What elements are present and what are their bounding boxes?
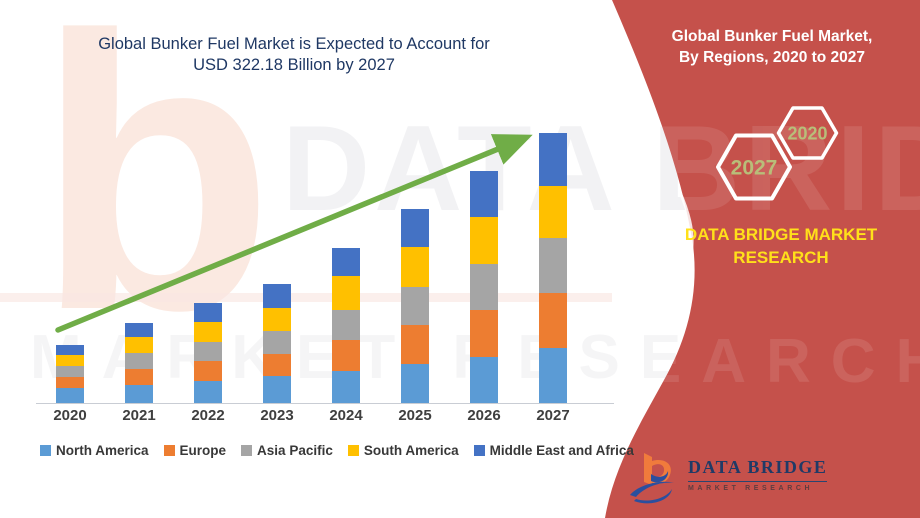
bar-2026-segment-north-america bbox=[470, 357, 498, 403]
panel-header-line2: By Regions, 2020 to 2027 bbox=[678, 49, 866, 66]
bar-2021-segment-europe bbox=[125, 368, 153, 385]
bar-2023-segment-north-america bbox=[263, 376, 291, 403]
bar-2025-segment-europe bbox=[401, 325, 429, 364]
bar-2025-segment-south-america bbox=[401, 246, 429, 288]
bar-2027-segment-north-america bbox=[539, 347, 567, 403]
bar-2026-segment-asia-pacific bbox=[470, 264, 498, 311]
legend-swatch-south-america bbox=[347, 445, 359, 456]
bar-2020-segment-middle-east-and-africa bbox=[56, 344, 84, 356]
chart-title-line1: Global Bunker Fuel Market is Expected to… bbox=[98, 35, 490, 53]
bar-2023-segment-europe bbox=[263, 353, 291, 377]
bar-2025-segment-middle-east-and-africa bbox=[401, 209, 429, 247]
bar-2024-segment-middle-east-and-africa bbox=[332, 248, 360, 277]
bar-2022-segment-south-america bbox=[194, 322, 222, 343]
chart-title: Global Bunker Fuel Market is Expected to… bbox=[58, 34, 530, 76]
legend-item-europe: Europe bbox=[163, 443, 227, 458]
bar-2020-segment-north-america bbox=[56, 388, 84, 403]
x-axis-line bbox=[36, 403, 614, 404]
data-bridge-logo: DATA BRIDGE MARKET RESEARCH bbox=[622, 449, 828, 507]
bar-2024-segment-south-america bbox=[332, 276, 360, 310]
bar-2023 bbox=[263, 284, 291, 403]
panel-brand-line1: DATA BRIDGE MARKET bbox=[684, 225, 878, 244]
panel-brand-line2: RESEARCH bbox=[733, 248, 829, 267]
x-axis-label-2025: 2025 bbox=[398, 407, 432, 424]
hexagon-2020: 2020 bbox=[776, 106, 839, 160]
bar-2027 bbox=[539, 132, 567, 403]
hexagon-2027-label: 2027 bbox=[731, 157, 778, 180]
bar-2021-segment-asia-pacific bbox=[125, 353, 153, 369]
panel-header: Global Bunker Fuel Market, By Regions, 2… bbox=[632, 26, 912, 68]
bar-2025-segment-asia-pacific bbox=[401, 287, 429, 326]
x-axis-label-2022: 2022 bbox=[191, 407, 225, 424]
bar-2027-segment-asia-pacific bbox=[539, 238, 567, 294]
bar-2026-segment-south-america bbox=[470, 216, 498, 265]
logo-name: DATA BRIDGE bbox=[688, 457, 828, 482]
chart-title-line2: USD 322.18 Billion by 2027 bbox=[193, 56, 395, 74]
bar-2020-segment-europe bbox=[56, 376, 84, 388]
legend-item-asia-pacific: Asia Pacific bbox=[241, 443, 333, 458]
bar-2023-segment-south-america bbox=[263, 308, 291, 331]
x-axis-label-2020: 2020 bbox=[53, 407, 87, 424]
bar-2021-segment-south-america bbox=[125, 337, 153, 354]
bar-2024-segment-europe bbox=[332, 340, 360, 371]
bar-2021-segment-north-america bbox=[125, 384, 153, 403]
legend-label-europe: Europe bbox=[179, 443, 227, 458]
legend-label-middle-east-and-africa: Middle East and Africa bbox=[489, 443, 634, 458]
bar-2027-segment-middle-east-and-africa bbox=[539, 132, 567, 187]
bar-2026-segment-middle-east-and-africa bbox=[470, 170, 498, 217]
hexagon-2027: 2027 bbox=[716, 133, 792, 201]
x-axis-label-2021: 2021 bbox=[122, 407, 156, 424]
logo-tagline: MARKET RESEARCH bbox=[688, 485, 814, 492]
hexagon-2020-label: 2020 bbox=[787, 124, 827, 144]
x-axis-label-2027: 2027 bbox=[536, 407, 570, 424]
bar-2025-segment-north-america bbox=[401, 363, 429, 403]
bar-2024-segment-asia-pacific bbox=[332, 309, 360, 341]
bar-2024 bbox=[332, 248, 360, 403]
panel-header-line1: Global Bunker Fuel Market, bbox=[671, 28, 873, 45]
legend-label-north-america: North America bbox=[56, 443, 149, 458]
bar-2026 bbox=[470, 170, 498, 403]
bar-2022-segment-europe bbox=[194, 361, 222, 382]
bar-2020-segment-asia-pacific bbox=[56, 365, 84, 377]
bar-2023-segment-asia-pacific bbox=[263, 330, 291, 354]
bar-2020-segment-south-america bbox=[56, 355, 84, 366]
red-panel-shape bbox=[605, 0, 920, 518]
panel-brand-text: DATA BRIDGE MARKET RESEARCH bbox=[638, 223, 920, 269]
bar-2027-segment-south-america bbox=[539, 186, 567, 239]
x-axis-label-2026: 2026 bbox=[467, 407, 501, 424]
bar-2024-segment-north-america bbox=[332, 371, 360, 403]
legend-item-south-america: South America bbox=[347, 443, 459, 458]
bar-2021 bbox=[125, 323, 153, 403]
legend-label-south-america: South America bbox=[363, 443, 459, 458]
legend-swatch-middle-east-and-africa bbox=[473, 445, 485, 456]
x-axis-label-2024: 2024 bbox=[329, 407, 363, 424]
x-axis-label-2023: 2023 bbox=[260, 407, 294, 424]
bar-2022-segment-middle-east-and-africa bbox=[194, 303, 222, 323]
bar-2025 bbox=[401, 209, 429, 403]
data-bridge-logo-icon bbox=[630, 453, 674, 504]
logo-text-block: DATA BRIDGE MARKET RESEARCH bbox=[688, 449, 828, 492]
bar-2027-segment-europe bbox=[539, 293, 567, 348]
legend-swatch-asia-pacific bbox=[241, 445, 253, 456]
legend-label-asia-pacific: Asia Pacific bbox=[257, 443, 333, 458]
legend: North America Europe Asia Pacific South Ame… bbox=[40, 443, 634, 458]
panel-white-arc bbox=[665, 189, 694, 309]
bar-2026-segment-europe bbox=[470, 310, 498, 357]
bar-2022-segment-asia-pacific bbox=[194, 342, 222, 362]
legend-swatch-north-america bbox=[40, 445, 51, 456]
legend-item-north-america: North America bbox=[40, 443, 149, 458]
bar-2021-segment-middle-east-and-africa bbox=[125, 323, 153, 338]
bar-2023-segment-middle-east-and-africa bbox=[263, 284, 291, 309]
legend-swatch-europe bbox=[163, 445, 175, 456]
bar-2022 bbox=[194, 303, 222, 403]
legend-item-middle-east-and-africa: Middle East and Africa bbox=[473, 443, 634, 458]
bar-2022-segment-north-america bbox=[194, 381, 222, 403]
bar-2020 bbox=[56, 344, 84, 403]
